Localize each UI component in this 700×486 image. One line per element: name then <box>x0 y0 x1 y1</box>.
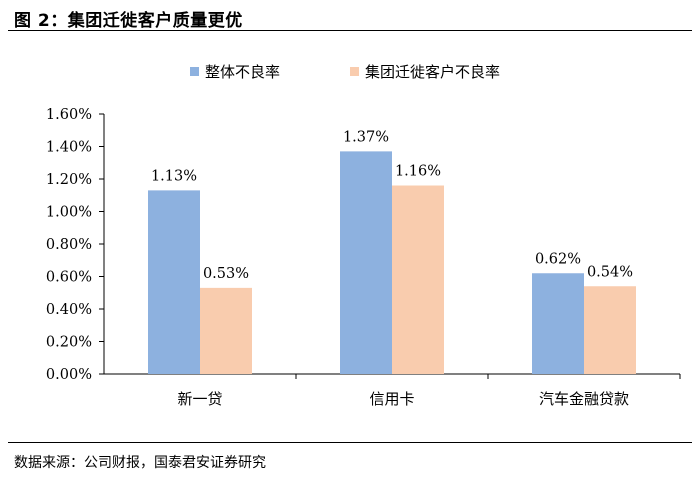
legend-label-1: 整体不良率 <box>205 63 280 81</box>
y-tick-label: 0.40% <box>46 302 92 318</box>
legend-label-2: 集团迁徙客户不良率 <box>365 63 500 81</box>
data-label: 0.53% <box>203 266 249 282</box>
source-rule <box>8 442 692 443</box>
x-tick-label: 信用卡 <box>369 390 414 408</box>
y-tick-label: 1.20% <box>46 172 92 188</box>
figure-title: 图 2：集团迁徙客户质量更优 <box>14 11 243 31</box>
bar-1 <box>148 190 200 374</box>
y-tick-label: 0.20% <box>46 335 92 351</box>
source-note: 数据来源：公司财报，国泰君安证券研究 <box>14 455 266 471</box>
y-tick-label: 1.60% <box>46 107 92 123</box>
legend-swatch-1 <box>190 67 199 76</box>
y-tick-label: 1.00% <box>46 205 92 221</box>
data-label: 1.13% <box>151 168 197 184</box>
data-label: 0.62% <box>535 251 581 267</box>
bar-chart: 整体不良率 集团迁徙客户不良率 0.00% 0.20% 0.40% 0.60% 0.80% 1… <box>46 63 681 408</box>
bar-2 <box>392 185 444 374</box>
legend-swatch-2 <box>350 67 359 76</box>
y-tick-label: 0.60% <box>46 270 92 286</box>
data-label: 1.16% <box>395 164 441 180</box>
data-label: 1.37% <box>343 129 389 145</box>
y-tick-label: 1.40% <box>46 140 92 156</box>
y-tick-label: 0.00% <box>46 367 92 383</box>
x-tick-label: 新一贷 <box>177 390 222 408</box>
bar-1 <box>532 273 584 374</box>
data-label: 0.54% <box>587 264 633 280</box>
title-rule <box>8 30 692 31</box>
bar-1 <box>340 151 392 374</box>
bar-2 <box>200 287 252 374</box>
x-tick-label: 汽车金融贷款 <box>539 390 629 408</box>
bar-2 <box>584 286 636 374</box>
y-tick-label: 0.80% <box>46 237 92 253</box>
